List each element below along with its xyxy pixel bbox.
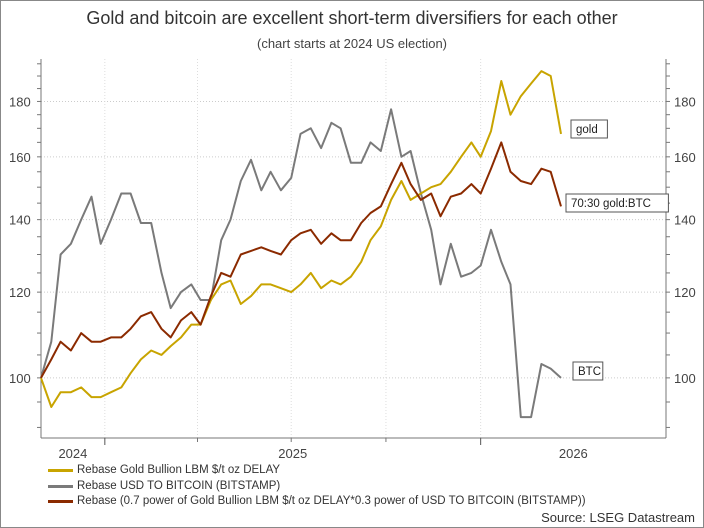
y-tick-label-left: 160 (9, 150, 31, 165)
y-tick-label-left: 180 (9, 94, 31, 109)
legend-label-mix: Rebase (0.7 power of Gold Bullion LBM $/… (77, 495, 586, 507)
legend-swatch-mix (48, 499, 73, 503)
series-line-70-30-gold-btc (40, 141, 562, 379)
y-tick-label-right: 160 (674, 150, 696, 165)
legend-item-mix: Rebase (0.7 power of Gold Bullion LBM $/… (48, 495, 586, 507)
series-end-label-box (570, 119, 608, 139)
series-end-label: gold (576, 124, 598, 136)
y-tick-label-right: 100 (674, 371, 696, 386)
y-tick-label-right: 180 (674, 94, 696, 109)
y-tick-label-right: 120 (674, 285, 696, 300)
y-tick-label-left: 140 (9, 213, 31, 228)
series-end-label: 70:30 gold:BTC (571, 198, 651, 210)
x-tick-label: 2026 (559, 446, 588, 461)
x-tick-label: 2024 (58, 446, 87, 461)
y-tick-label-left: 100 (9, 371, 31, 386)
legend-item-gold: Rebase Gold Bullion LBM $/t oz DELAY (48, 464, 280, 476)
series-line-btc (40, 108, 562, 419)
series-end-label-box (572, 361, 604, 381)
series-end-label: BTC (578, 366, 601, 378)
y-tick-label-right: 140 (674, 213, 696, 228)
chart-subtitle: (chart starts at 2024 US election) (256, 36, 448, 51)
legend-swatch-btc (48, 484, 73, 488)
x-tick-label: 2025 (278, 446, 307, 461)
legend-swatch-gold (48, 468, 73, 472)
chart-title: Gold and bitcoin are excellent short-ter… (86, 8, 618, 28)
series-line-gold (40, 70, 562, 408)
legend-label-btc: Rebase USD TO BITCOIN (BITSTAMP) (77, 480, 281, 492)
y-tick-label-left: 120 (9, 285, 31, 300)
legend-label-gold: Rebase Gold Bullion LBM $/t oz DELAY (77, 464, 281, 476)
source-note: Source: LSEG Datastream (541, 510, 695, 525)
series-end-label-box (565, 193, 669, 213)
legend-item-btc: Rebase USD TO BITCOIN (BITSTAMP) (48, 480, 280, 492)
